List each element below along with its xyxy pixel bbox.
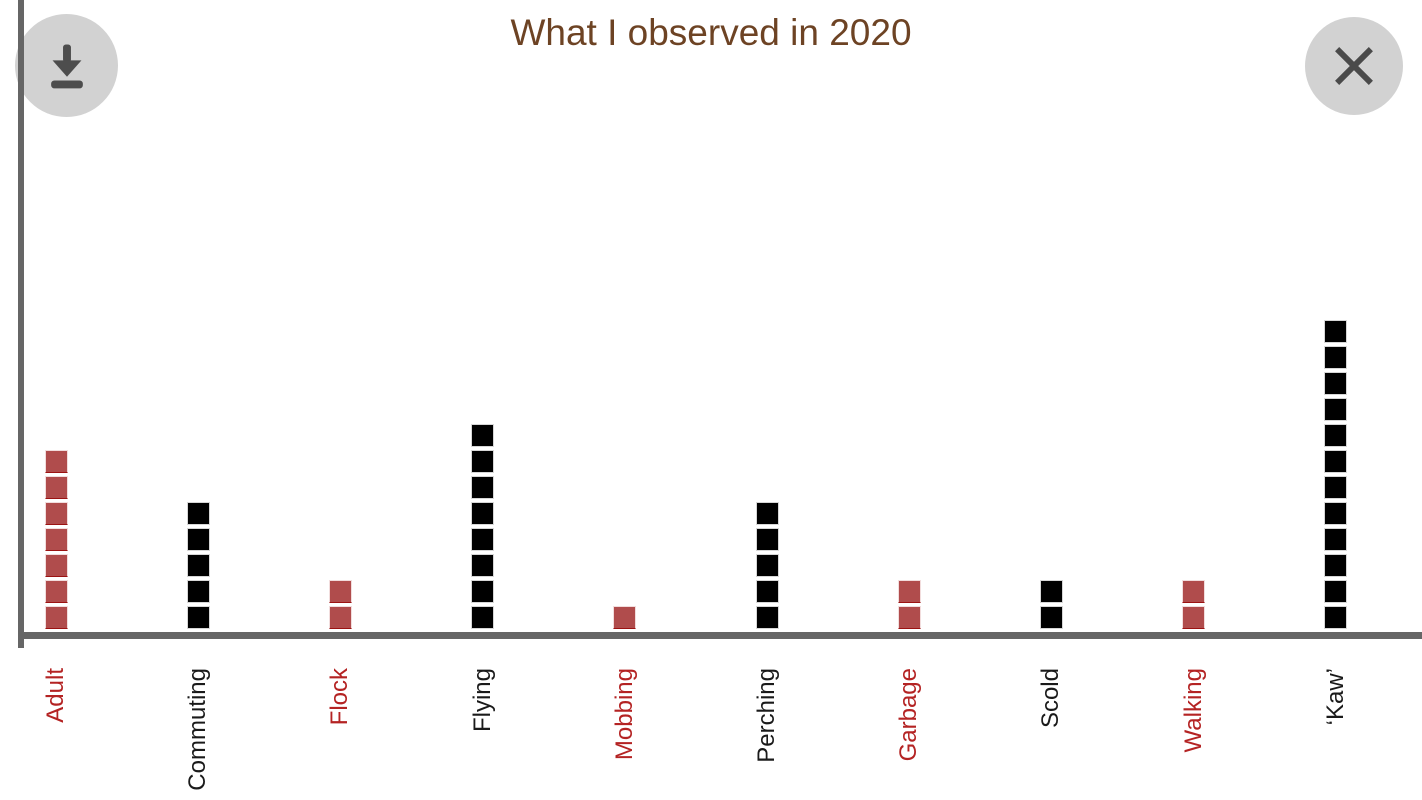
- observation-square-kaw: [1324, 346, 1348, 369]
- observation-square-flock: [328, 580, 352, 603]
- square-stack-adult: [44, 450, 68, 629]
- download-button[interactable]: [15, 14, 118, 117]
- observation-square-kaw: [1324, 398, 1348, 421]
- square-stack-garbage: [897, 580, 921, 629]
- observation-square-mobbing: [613, 606, 637, 629]
- observation-square-commuting: [186, 580, 210, 603]
- observation-square-kaw: [1324, 372, 1348, 395]
- observation-square-commuting: [186, 528, 210, 551]
- category-label-garbage: Garbage: [895, 668, 923, 762]
- observation-square-kaw: [1324, 502, 1348, 525]
- x-axis-line: [18, 632, 1422, 639]
- observation-square-kaw: [1324, 476, 1348, 499]
- observation-square-walking: [1182, 580, 1206, 603]
- category-label-walking: Walking: [1179, 668, 1207, 753]
- observation-square-kaw: [1324, 528, 1348, 551]
- observation-square-perching: [755, 528, 779, 551]
- category-label-flying: Flying: [468, 668, 496, 733]
- observation-square-perching: [755, 502, 779, 525]
- category-label-mobbing: Mobbing: [610, 668, 638, 761]
- observation-square-perching: [755, 606, 779, 629]
- download-icon: [39, 38, 95, 94]
- square-stack-commuting: [186, 502, 210, 629]
- category-label-perching: Perching: [753, 668, 780, 763]
- observation-square-adult: [44, 580, 68, 603]
- observation-square-flock: [328, 606, 352, 629]
- observation-square-adult: [44, 502, 68, 525]
- category-label-scold: Scold: [1037, 668, 1065, 729]
- observation-square-scold: [1039, 606, 1063, 629]
- observation-square-flying: [471, 502, 495, 525]
- category-label-kaw: ‘Kaw’: [1321, 668, 1349, 726]
- close-button[interactable]: [1305, 17, 1403, 115]
- observation-square-adult: [44, 606, 68, 629]
- observation-square-flying: [471, 450, 495, 473]
- observation-square-kaw: [1324, 320, 1348, 343]
- observation-square-adult: [44, 528, 68, 551]
- observation-square-perching: [755, 554, 779, 577]
- category-label-adult: Adult: [42, 668, 69, 723]
- observation-square-kaw: [1324, 580, 1348, 603]
- square-stack-walking: [1182, 580, 1206, 629]
- observation-square-adult: [44, 450, 68, 473]
- observation-square-flying: [471, 476, 495, 499]
- observation-square-garbage: [897, 606, 921, 629]
- observation-square-scold: [1039, 580, 1063, 603]
- observation-square-walking: [1182, 606, 1206, 629]
- observation-square-adult: [44, 554, 68, 577]
- observation-square-adult: [44, 476, 68, 499]
- observation-square-flying: [471, 528, 495, 551]
- square-stack-mobbing: [613, 606, 637, 629]
- observation-square-kaw: [1324, 606, 1348, 629]
- close-icon: [1327, 39, 1381, 93]
- observation-square-kaw: [1324, 450, 1348, 473]
- square-stack-perching: [755, 502, 779, 629]
- category-label-commuting: Commuting: [184, 668, 212, 791]
- observation-square-flying: [471, 606, 495, 629]
- square-stack-flock: [328, 580, 352, 629]
- observation-square-commuting: [186, 554, 210, 577]
- observation-square-flying: [471, 580, 495, 603]
- square-stack-kaw: [1324, 320, 1348, 629]
- square-stack-scold: [1039, 580, 1063, 629]
- observation-square-commuting: [186, 606, 210, 629]
- chart-title: What I observed in 2020: [510, 12, 912, 53]
- observation-square-kaw: [1324, 424, 1348, 447]
- y-axis-line: [18, 0, 24, 648]
- observation-square-flying: [471, 554, 495, 577]
- observation-square-perching: [755, 580, 779, 603]
- observation-square-kaw: [1324, 554, 1348, 577]
- observation-square-flying: [471, 424, 495, 447]
- square-stack-flying: [471, 424, 495, 629]
- category-label-flock: Flock: [326, 668, 354, 726]
- observation-square-garbage: [897, 580, 921, 603]
- observation-square-commuting: [186, 502, 210, 525]
